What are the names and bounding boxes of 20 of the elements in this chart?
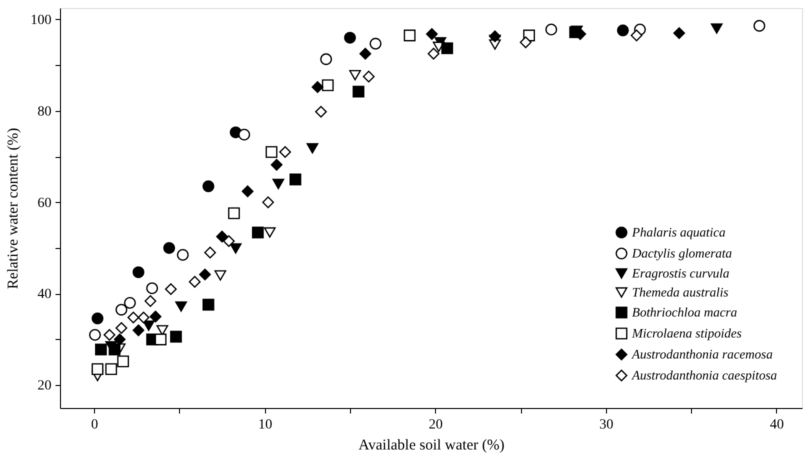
legend-label: Austrodanthonia caespitosa bbox=[631, 368, 778, 382]
legend-label: Bothriochloa macra bbox=[632, 304, 738, 320]
x-tick-label: 30 bbox=[599, 418, 614, 432]
x-tick-label: 20 bbox=[428, 418, 443, 432]
legend-label: Phalaris aquatica bbox=[631, 224, 726, 240]
x-tick-label: 0 bbox=[91, 418, 98, 432]
legend-label: Dactylis glomerata bbox=[631, 246, 733, 260]
legend-label: Microlaena stipoides bbox=[631, 326, 742, 340]
legend-label: Themeda australis bbox=[632, 284, 728, 300]
y-tick-label: 80 bbox=[38, 104, 52, 120]
legend-label: Austrodanthonia racemosa bbox=[631, 346, 774, 362]
y-tick-label: 100 bbox=[30, 12, 52, 28]
y-tick-label: 60 bbox=[38, 196, 52, 211]
y-tick-label: 40 bbox=[38, 287, 52, 302]
legend-label: Eragrostis curvula bbox=[631, 266, 730, 280]
y-tick-label: 20 bbox=[38, 378, 52, 394]
y-axis-title: Relative water content (%) bbox=[6, 128, 22, 290]
x-tick-label: 10 bbox=[258, 418, 272, 432]
x-axis-title: Available soil water (%) bbox=[358, 438, 504, 454]
x-tick-label: 40 bbox=[770, 418, 784, 432]
